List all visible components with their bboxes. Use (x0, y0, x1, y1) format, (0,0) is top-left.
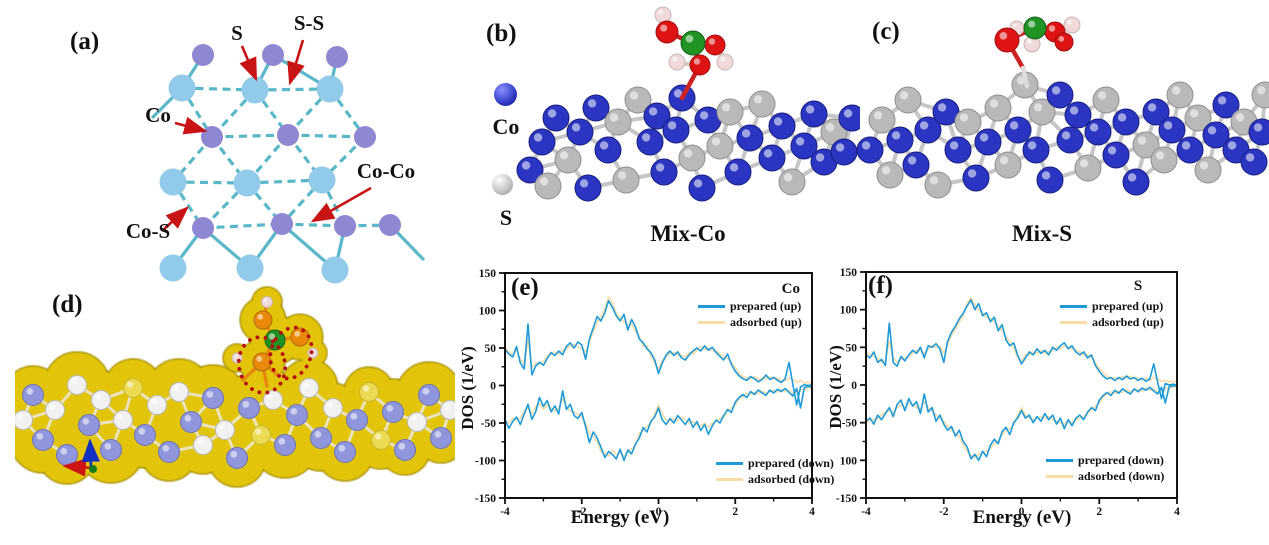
legend-item: adsorbed (down) (716, 471, 834, 487)
adsorbed-line-swatch (716, 477, 743, 481)
legend-item: prepared (down) (716, 455, 834, 471)
legend-f-top: prepared (up) adsorbed (up) (1060, 298, 1164, 330)
legend-e-top: prepared (up) adsorbed (up) (698, 298, 802, 330)
adsorbed-line-swatch (698, 320, 725, 324)
legend-label: prepared (down) (748, 455, 834, 470)
panel-b-structure-mix-co (430, 0, 860, 260)
svg-text:-150: -150 (836, 493, 857, 505)
svg-text:150: 150 (840, 267, 858, 279)
legend-label: adsorbed (down) (1078, 468, 1165, 483)
svg-text:150: 150 (479, 268, 497, 280)
legend-co-label: Co (492, 114, 520, 139)
y-axis-label-e: DOS (1/eV) (458, 346, 477, 430)
svg-text:4: 4 (809, 506, 815, 518)
legend-label: adsorbed (up) (1092, 314, 1164, 329)
svg-text:100: 100 (840, 305, 858, 317)
dos-chart-co: -4 -2 0 2 4 150 100 50 0 -50 -100 -150 (475, 268, 815, 518)
legend-s-label: S (499, 205, 513, 230)
svg-text:0: 0 (1019, 506, 1025, 518)
svg-text:-100: -100 (475, 456, 496, 468)
panel-d-charge-density (15, 280, 455, 545)
svg-text:Co: Co (145, 103, 171, 127)
panel-label-a: (a) (70, 28, 100, 55)
svg-text:-50: -50 (481, 418, 497, 430)
legend-label: prepared (down) (1078, 452, 1164, 467)
legend-item: prepared (down) (1046, 452, 1164, 468)
svg-text:2: 2 (732, 506, 738, 518)
caption-mix-co: Mix-Co (650, 221, 726, 246)
legend-label: prepared (up) (730, 298, 802, 313)
panel-label-c: (c) (872, 18, 900, 45)
panel-label-d: (d) (52, 291, 83, 318)
panel-e-dos-plot-co: -4 -2 0 2 4 150 100 50 0 -50 -100 -150 (440, 258, 835, 545)
lattice-schematic: S S-S Co Co-Co Co-S (126, 11, 426, 284)
legend-item: adsorbed (up) (1060, 314, 1164, 330)
panel-label-f: (f) (868, 272, 893, 299)
svg-text:-150: -150 (475, 493, 496, 505)
mix-s-structure-image (856, 16, 1269, 199)
legend-item: prepared (up) (698, 298, 802, 314)
x-axis-label-f: Energy (eV) (972, 507, 1072, 528)
svg-text:50: 50 (846, 342, 858, 354)
prepared-line-swatch (716, 461, 743, 465)
prepared-line-swatch (698, 304, 725, 308)
charge-density-image (15, 285, 455, 489)
y-axis-label-f: DOS (1/eV) (826, 345, 845, 429)
svg-text:100: 100 (479, 306, 497, 318)
legend-item: adsorbed (down) (1046, 468, 1164, 484)
svg-text:-2: -2 (939, 506, 949, 518)
caption-mix-s: Mix-S (1011, 221, 1073, 246)
adsorbed-line-swatch (1060, 320, 1087, 324)
svg-text:S: S (231, 21, 243, 45)
legend-item: adsorbed (up) (698, 314, 802, 330)
legend-e-bottom: prepared (down) adsorbed (down) (716, 455, 834, 487)
adsorbed-line-swatch (1046, 474, 1073, 478)
svg-text:-4: -4 (861, 506, 871, 518)
svg-text:Co-S: Co-S (126, 219, 170, 243)
legend-label: prepared (up) (1092, 298, 1164, 313)
svg-text:100: 100 (840, 455, 858, 467)
svg-text:-50: -50 (842, 418, 858, 430)
x-axis-label-e: Energy (eV) (570, 507, 670, 528)
legend-label: adsorbed (up) (730, 314, 802, 329)
svg-text:0: 0 (656, 506, 662, 518)
legend-item: prepared (up) (1060, 298, 1164, 314)
svg-text:50: 50 (485, 343, 497, 355)
legend-co-sphere (494, 83, 517, 106)
svg-text:0: 0 (490, 381, 496, 393)
legend-f-bottom: prepared (down) adsorbed (down) (1046, 452, 1164, 484)
prepared-line-swatch (1046, 458, 1073, 462)
prepared-line-swatch (1060, 304, 1087, 308)
legend-label: adsorbed (down) (748, 471, 835, 486)
legend-s-sphere (492, 174, 513, 195)
svg-text:Co-Co: Co-Co (357, 159, 415, 183)
svg-text:S-S: S-S (294, 11, 324, 35)
panel-f-dos-plot-s: -4 -2 0 2 4 150 100 50 0 -50 100 -150 (820, 258, 1220, 545)
svg-text:2: 2 (1096, 506, 1102, 518)
panel-a-lattice-diagram: S S-S Co Co-Co Co-S (0, 0, 455, 300)
chart-title-co: Co (781, 281, 800, 297)
svg-text:4: 4 (1174, 506, 1180, 518)
panel-c-structure-mix-s (850, 0, 1269, 260)
svg-text:-2: -2 (577, 506, 587, 518)
mix-co-structure-image (516, 6, 860, 202)
chart-title-s: S (1133, 278, 1143, 294)
panel-label-b: (b) (486, 20, 517, 47)
svg-text:-4: -4 (500, 506, 510, 518)
panel-label-e: (e) (511, 274, 539, 301)
dos-chart-s: -4 -2 0 2 4 150 100 50 0 -50 100 -150 (836, 267, 1180, 518)
svg-text:0: 0 (851, 380, 857, 392)
